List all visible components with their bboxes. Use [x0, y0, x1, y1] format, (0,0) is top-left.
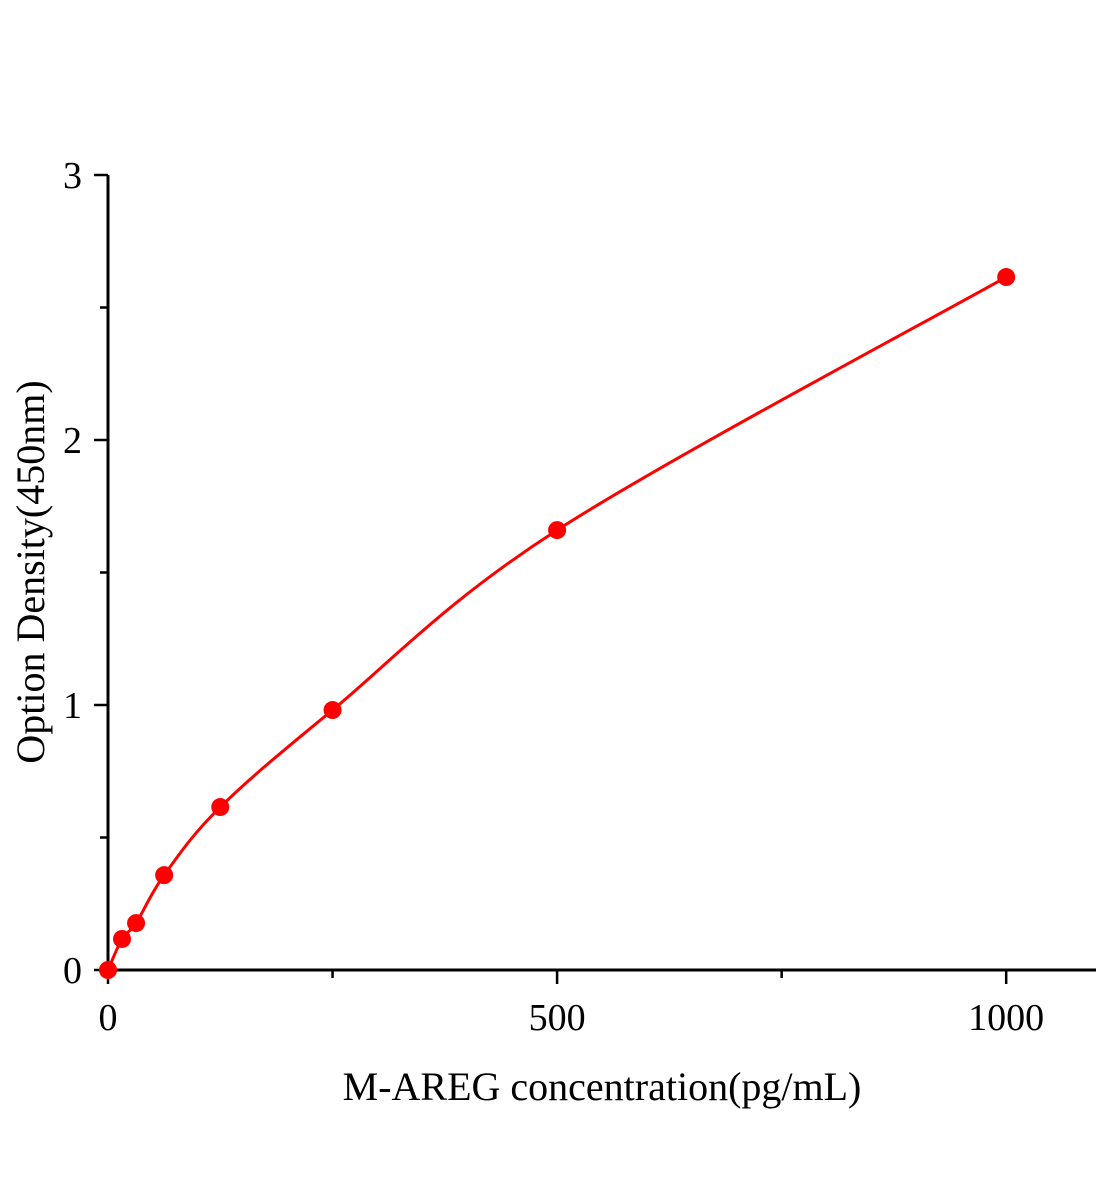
y-axis-label: Option Density(450nm) [8, 380, 53, 763]
y-tick-label: 3 [63, 155, 82, 197]
y-tick-label: 0 [63, 950, 82, 992]
x-tick-label: 1000 [968, 997, 1044, 1039]
data-point [113, 929, 132, 948]
data-point [211, 798, 230, 817]
y-tick-label: 1 [63, 685, 82, 727]
data-point [548, 521, 567, 540]
axes: 0 500 1000 0 1 2 3 [63, 155, 1096, 1039]
data-point [155, 866, 174, 885]
fitted-curve-path [106, 275, 1007, 971]
data-point [997, 268, 1016, 287]
data-point [127, 914, 146, 933]
data-point [99, 961, 117, 979]
data-point [323, 701, 342, 720]
x-axis-label: M-AREG concentration(pg/mL) [343, 1064, 862, 1109]
data-points [99, 268, 1016, 979]
x-tick-label: 0 [99, 997, 118, 1039]
fitted-curve [106, 275, 1007, 971]
y-tick-label: 2 [63, 420, 82, 462]
x-tick-label: 500 [529, 997, 586, 1039]
